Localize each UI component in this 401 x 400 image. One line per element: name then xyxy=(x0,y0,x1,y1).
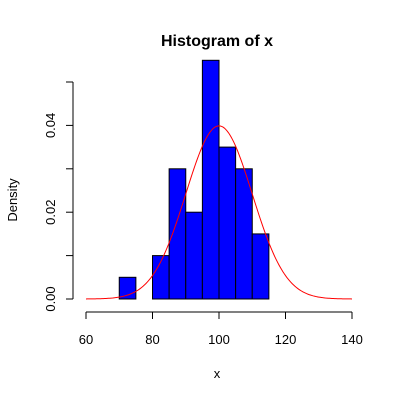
density-curve xyxy=(85,125,353,300)
y-axis-title: Density xyxy=(5,178,20,222)
histogram-bar xyxy=(118,276,137,300)
histogram-bar xyxy=(251,233,270,300)
y-tick-label: 0.02 xyxy=(43,200,58,225)
x-tick-label: 120 xyxy=(275,332,297,347)
histogram-bar xyxy=(185,211,203,300)
y-tick-label: 0.04 xyxy=(43,113,58,138)
x-tick-label: 140 xyxy=(341,332,363,347)
histogram-bar xyxy=(218,146,237,300)
x-tick-label: 80 xyxy=(145,332,159,347)
histogram-bar xyxy=(168,168,187,300)
density-curve-layer xyxy=(85,125,353,300)
x-axis-title: x xyxy=(214,366,221,381)
histogram-bar xyxy=(235,168,253,300)
y-axis: 0.00 0.02 0.04 xyxy=(43,81,74,312)
x-axis: 60 80 100 120 140 xyxy=(79,311,363,347)
y-tick-label: 0.00 xyxy=(43,286,58,311)
x-tick-label: 100 xyxy=(208,332,230,347)
x-tick-label: 60 xyxy=(79,332,93,347)
histogram-bars xyxy=(118,59,270,300)
chart-title: Histogram of x xyxy=(161,33,273,50)
histogram-bar xyxy=(201,59,220,300)
